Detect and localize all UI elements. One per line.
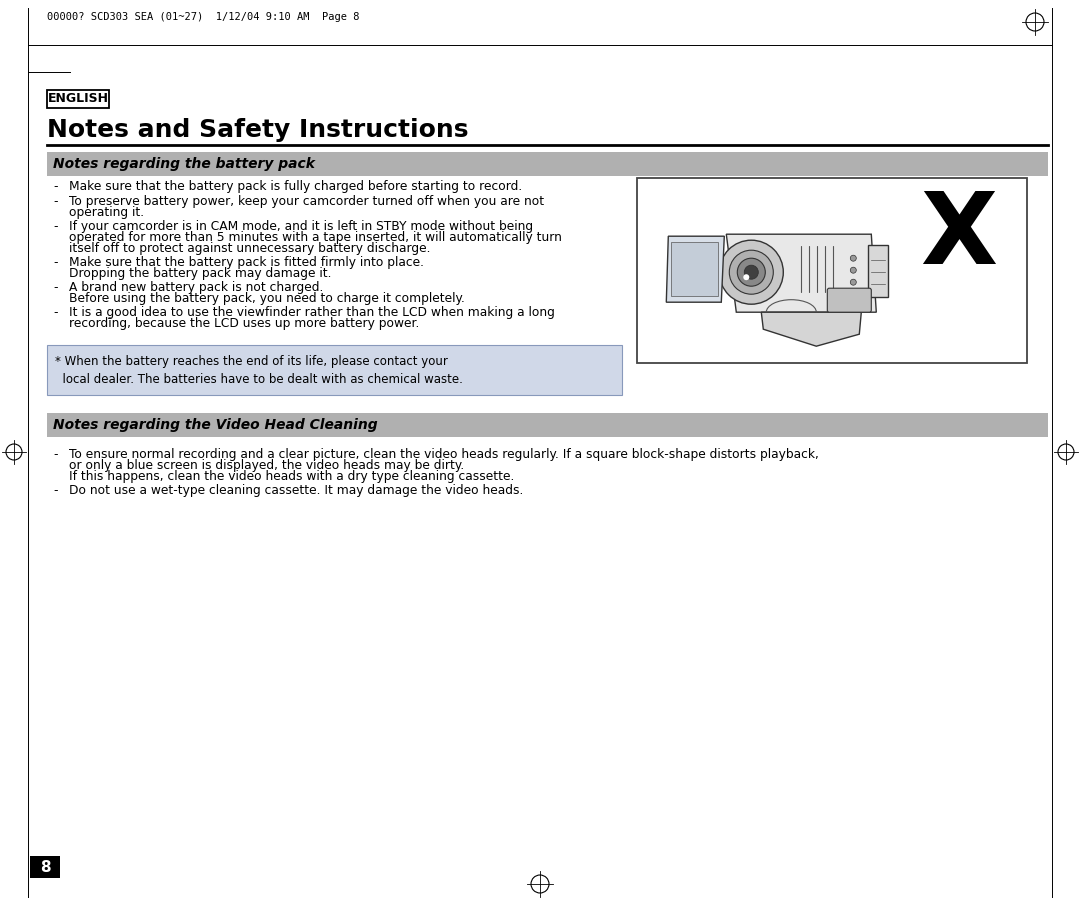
Text: -: - (53, 256, 57, 269)
Circle shape (719, 240, 783, 304)
Text: Make sure that the battery pack is fitted firmly into place.: Make sure that the battery pack is fitte… (69, 256, 424, 269)
Text: If this happens, clean the video heads with a dry type cleaning cassette.: If this happens, clean the video heads w… (69, 470, 514, 483)
Text: If your camcorder is in CAM mode, and it is left in STBY mode without being: If your camcorder is in CAM mode, and it… (69, 220, 534, 233)
Circle shape (738, 258, 766, 286)
Text: Make sure that the battery pack is fully charged before starting to record.: Make sure that the battery pack is fully… (69, 180, 523, 193)
Polygon shape (761, 312, 862, 347)
Text: -: - (53, 448, 57, 461)
Polygon shape (726, 234, 876, 312)
Polygon shape (672, 243, 718, 296)
FancyBboxPatch shape (827, 288, 872, 312)
Text: ENGLISH: ENGLISH (48, 92, 108, 106)
Text: To preserve battery power, keep your camcorder turned off when you are not: To preserve battery power, keep your cam… (69, 195, 544, 208)
Text: It is a good idea to use the viewfinder rather than the LCD when making a long: It is a good idea to use the viewfinder … (69, 306, 555, 319)
FancyBboxPatch shape (30, 856, 60, 878)
Text: operating it.: operating it. (69, 206, 144, 219)
Text: recording, because the LCD uses up more battery power.: recording, because the LCD uses up more … (69, 317, 419, 330)
FancyBboxPatch shape (868, 245, 888, 297)
FancyBboxPatch shape (48, 152, 1048, 176)
Text: itself off to protect against unnecessary battery discharge.: itself off to protect against unnecessar… (69, 242, 431, 255)
Text: -: - (53, 220, 57, 233)
Text: Before using the battery pack, you need to charge it completely.: Before using the battery pack, you need … (69, 292, 464, 305)
Text: 00000? SCD303 SEA (01~27)  1/12/04 9:10 AM  Page 8: 00000? SCD303 SEA (01~27) 1/12/04 9:10 A… (48, 12, 360, 22)
Text: -: - (53, 195, 57, 208)
Text: Dropping the battery pack may damage it.: Dropping the battery pack may damage it. (69, 267, 332, 280)
Circle shape (744, 265, 758, 280)
Text: * When the battery reaches the end of its life, please contact your: * When the battery reaches the end of it… (55, 355, 448, 368)
Text: local dealer. The batteries have to be dealt with as chemical waste.: local dealer. The batteries have to be d… (55, 373, 463, 386)
Text: Notes and Safety Instructions: Notes and Safety Instructions (48, 118, 469, 142)
Circle shape (850, 280, 856, 285)
Text: -: - (53, 180, 57, 193)
FancyBboxPatch shape (637, 178, 1027, 363)
Text: A brand new battery pack is not charged.: A brand new battery pack is not charged. (69, 281, 323, 294)
FancyBboxPatch shape (48, 345, 622, 395)
Text: -: - (53, 281, 57, 294)
Text: 8: 8 (40, 860, 51, 874)
Circle shape (850, 267, 856, 273)
Text: Do not use a wet-type cleaning cassette. It may damage the video heads.: Do not use a wet-type cleaning cassette.… (69, 484, 524, 497)
Polygon shape (666, 236, 725, 302)
Text: Notes regarding the Video Head Cleaning: Notes regarding the Video Head Cleaning (53, 418, 378, 432)
Text: X: X (920, 187, 998, 284)
Circle shape (729, 250, 773, 294)
FancyBboxPatch shape (48, 90, 109, 108)
Text: Notes regarding the battery pack: Notes regarding the battery pack (53, 157, 315, 171)
Text: operated for more than 5 minutes with a tape inserted, it will automatically tur: operated for more than 5 minutes with a … (69, 231, 562, 244)
Text: or only a blue screen is displayed, the video heads may be dirty.: or only a blue screen is displayed, the … (69, 459, 464, 472)
Text: -: - (53, 306, 57, 319)
Text: -: - (53, 484, 57, 497)
Circle shape (850, 255, 856, 262)
FancyBboxPatch shape (48, 413, 1048, 437)
Text: To ensure normal recording and a clear picture, clean the video heads regularly.: To ensure normal recording and a clear p… (69, 448, 819, 461)
Circle shape (743, 274, 750, 281)
